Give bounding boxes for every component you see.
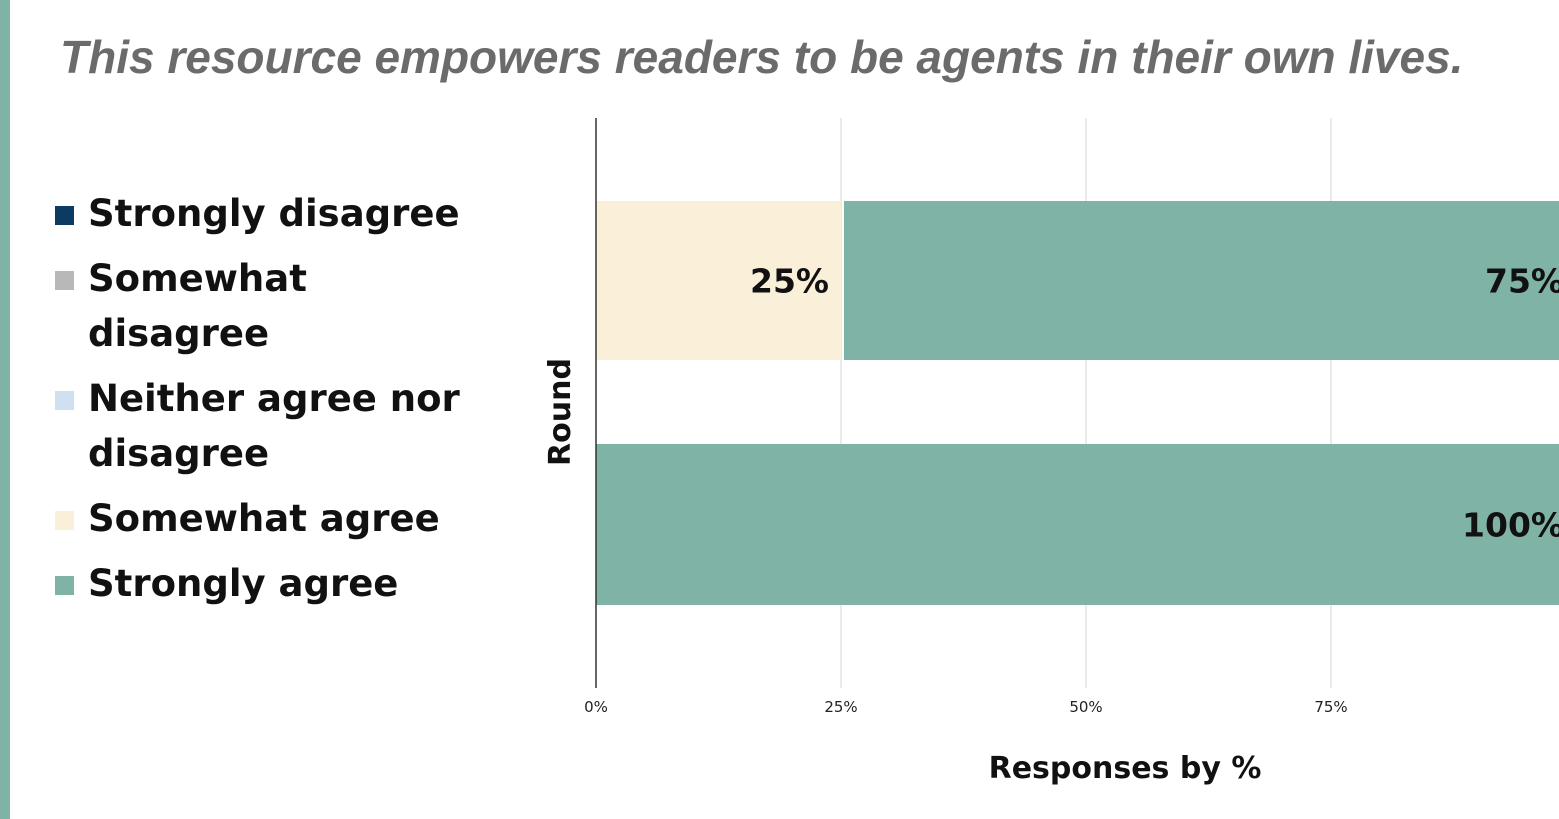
legend-item: Somewhat agree (55, 491, 475, 546)
data-label: 25% (750, 262, 829, 301)
legend-item: Somewhat disagree (55, 251, 475, 361)
bar-segment (596, 201, 841, 360)
legend-swatch (55, 511, 74, 530)
bar-segment (596, 444, 1559, 605)
bar-segment (844, 201, 1559, 360)
legend-swatch (55, 576, 74, 595)
data-label: 75% (1485, 262, 1559, 301)
legend-label: Strongly disagree (88, 192, 460, 235)
legend-label: Somewhat agree (88, 497, 440, 540)
legend-item: Strongly agree (55, 556, 475, 611)
chart-legend: Strongly disagree Somewhat disagree Neithe… (55, 186, 475, 621)
legend-swatch (55, 206, 74, 225)
legend-item: Strongly disagree (55, 186, 475, 241)
legend-swatch (55, 391, 74, 410)
legend-swatch (55, 271, 74, 290)
x-axis-label: Responses by % (989, 751, 1262, 786)
legend-label: Neither agree nor disagree (88, 377, 460, 475)
chart-title: This resource empowers readers to be age… (60, 31, 1464, 83)
data-label: 100% (1462, 506, 1559, 545)
y-axis-label: Round (543, 358, 578, 466)
legend-label: Somewhat disagree (88, 257, 307, 355)
x-tick-label: 25% (824, 698, 857, 716)
x-tick-label: 75% (1314, 698, 1347, 716)
x-tick-label: 50% (1069, 698, 1102, 716)
legend-item: Neither agree nor disagree (55, 371, 475, 481)
legend-label: Strongly agree (88, 562, 399, 605)
x-tick-label: 0% (584, 698, 608, 716)
accent-bar (0, 0, 10, 819)
